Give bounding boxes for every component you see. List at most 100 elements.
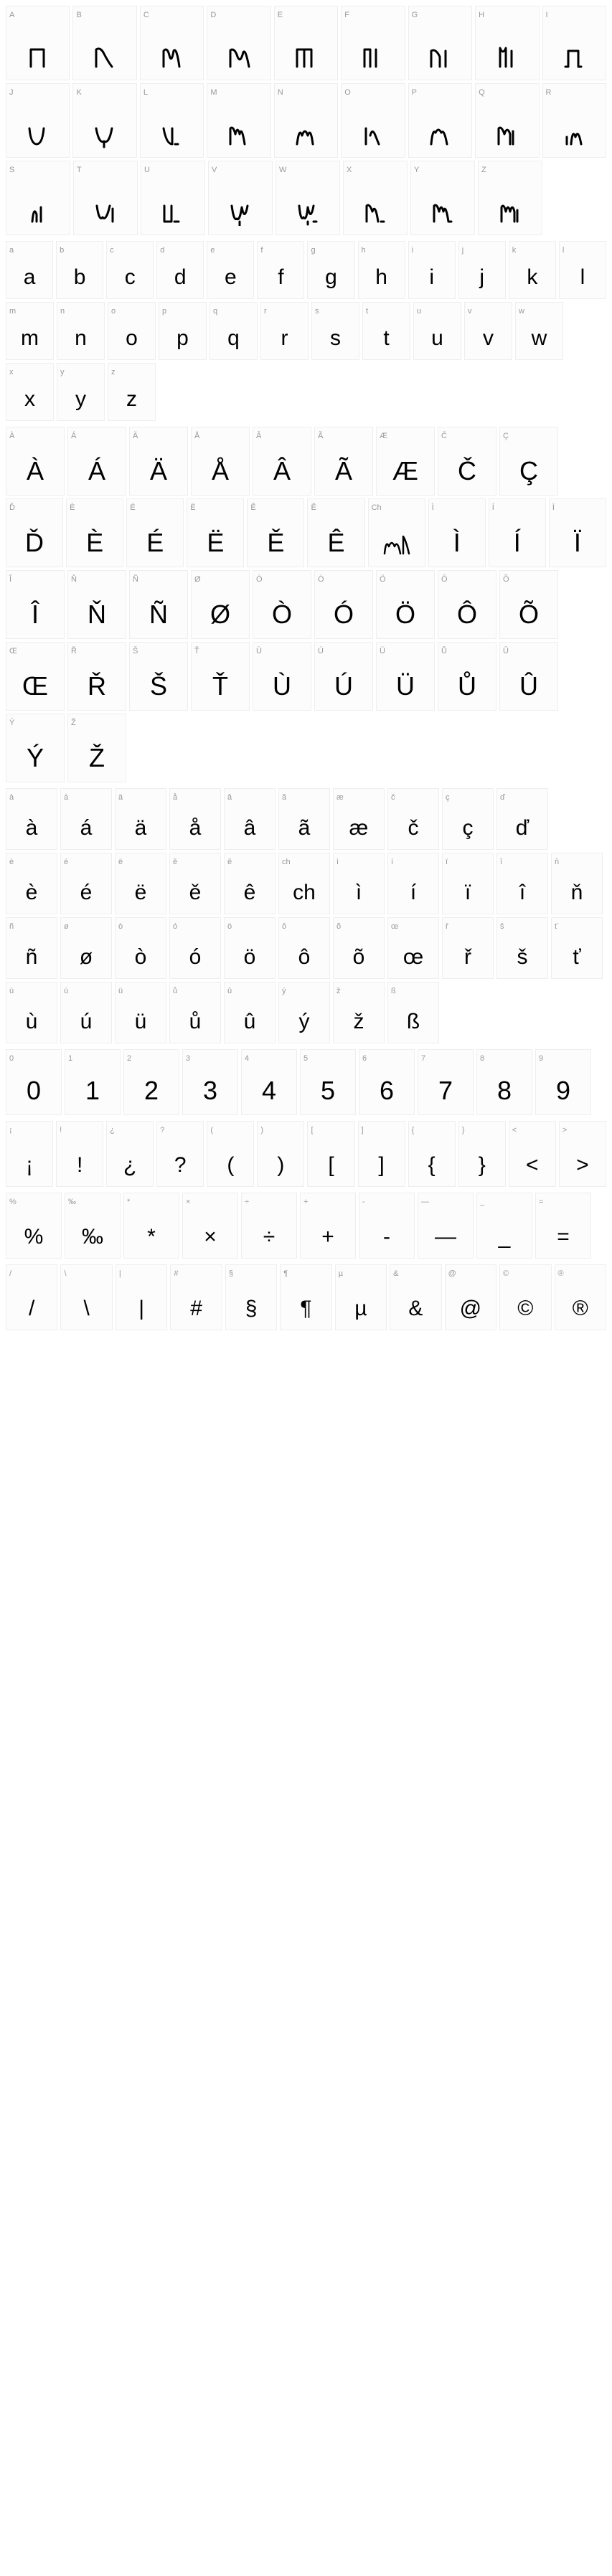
glyph-cell: **	[123, 1193, 179, 1259]
glyph-label: č	[391, 793, 436, 802]
glyph-section: ààááääååââããææččççďďèèééëëěěêêchchììííïï…	[6, 788, 606, 1043]
glyph-row: ABCDEFGHI	[6, 6, 606, 80]
glyph-display: â	[227, 802, 272, 843]
glyph-display: Ü	[380, 655, 431, 704]
glyph-cell: ÑÑ	[129, 570, 188, 639]
glyph-display: ø	[64, 931, 108, 972]
glyph-display: Œ	[9, 655, 61, 704]
glyph-label: ô	[282, 922, 326, 931]
glyph-display: Ê	[311, 512, 361, 561]
glyph-display: Ů	[441, 655, 493, 704]
glyph-display: ñ	[9, 931, 54, 972]
glyph-display: -	[362, 1206, 411, 1252]
glyph-display: Č	[441, 440, 493, 489]
glyph-display: Ä	[133, 440, 184, 489]
glyph-cell: ii	[408, 241, 456, 299]
glyph-display: ě	[173, 866, 217, 908]
glyph-display: ï	[446, 866, 490, 908]
glyph-label: 6	[362, 1054, 411, 1063]
glyph-label: Ď	[9, 503, 60, 512]
glyph-cell: ]]	[358, 1121, 405, 1187]
glyph-label: Ý	[9, 719, 61, 727]
glyph-label: ř	[446, 922, 490, 931]
glyph-label: Y	[414, 166, 471, 174]
glyph-cell: {{	[408, 1121, 456, 1187]
glyph-label: ü	[118, 987, 163, 995]
glyph-display: ť	[555, 931, 599, 972]
glyph-cell: Z	[478, 161, 542, 235]
glyph-cell: U	[141, 161, 205, 235]
glyph-label: ě	[173, 858, 217, 866]
glyph-display: É	[130, 512, 180, 561]
glyph-label: m	[9, 307, 50, 316]
glyph-cell: üü	[115, 982, 166, 1043]
glyph-label: Ó	[318, 575, 369, 584]
glyph-display: ã	[282, 802, 326, 843]
glyph-label: Ò	[256, 575, 308, 584]
glyph-label: C	[143, 11, 200, 19]
glyph-display	[347, 174, 404, 229]
glyph-display	[546, 19, 603, 74]
glyph-display: z	[111, 377, 152, 415]
glyph-display	[212, 174, 269, 229]
glyph-cell: 55	[300, 1049, 356, 1115]
glyph-label: #	[174, 1269, 218, 1278]
glyph-label: ú	[64, 987, 108, 995]
glyph-display	[77, 174, 134, 229]
glyph-label: ø	[64, 922, 108, 931]
glyph-cell: yy	[57, 363, 105, 421]
glyph-display: ž	[336, 995, 381, 1037]
glyph-label: Ä	[133, 432, 184, 440]
glyph-label: À	[9, 432, 61, 440]
glyph-display: w	[519, 316, 560, 354]
glyph-cell: ùù	[6, 982, 57, 1043]
glyph-label: U	[144, 166, 202, 174]
glyph-cell: }}	[458, 1121, 506, 1187]
glyph-cell: ||	[116, 1264, 167, 1330]
glyph-display: b	[60, 255, 100, 293]
glyph-row: %%‰‰**××÷÷++--——__==	[6, 1193, 606, 1259]
glyph-label: Î	[9, 575, 61, 584]
glyph-display: Ř	[71, 655, 123, 704]
glyph-display	[210, 97, 267, 151]
glyph-label: œ	[391, 922, 436, 931]
glyph-cell: O	[341, 83, 405, 158]
glyph-cell: 66	[359, 1049, 415, 1115]
glyph-cell: ©©	[499, 1264, 551, 1330]
glyph-label: q	[213, 307, 254, 316]
glyph-label: o	[111, 307, 152, 316]
glyph-display: >	[562, 1135, 603, 1180]
glyph-label: E	[278, 11, 334, 19]
glyph-display: 2	[127, 1063, 176, 1109]
glyph-cell: \\	[60, 1264, 112, 1330]
glyph-cell: cc	[106, 241, 154, 299]
glyph-cell: ôô	[278, 917, 330, 979]
glyph-label: Ň	[71, 575, 123, 584]
glyph-display: Ó	[318, 584, 369, 633]
glyph-display: r	[264, 316, 305, 354]
glyph-label: D	[210, 11, 267, 19]
glyph-cell: ĚĚ	[247, 498, 304, 567]
glyph-row: ÀÀÁÁÄÄÅÅÂÂÃÃÆÆČČÇÇ	[6, 427, 606, 496]
glyph-label: B	[76, 11, 133, 19]
glyph-label: c	[110, 246, 150, 255]
glyph-display: k	[512, 255, 552, 293]
glyph-label: p	[162, 307, 203, 316]
glyph-display	[372, 512, 422, 561]
glyph-row: ÝÝŽŽ	[6, 714, 606, 782]
glyph-display: {	[412, 1135, 452, 1180]
glyph-display: œ	[391, 931, 436, 972]
glyph-cell: oo	[108, 302, 156, 360]
glyph-cell: E	[274, 6, 338, 80]
glyph-label: (	[210, 1126, 250, 1135]
glyph-display: Ù	[256, 655, 308, 704]
glyph-label: 2	[127, 1054, 176, 1063]
glyph-cell: 00	[6, 1049, 62, 1115]
glyph-label: õ	[336, 922, 381, 931]
glyph-cell: ŒŒ	[6, 642, 65, 711]
glyph-label: y	[60, 368, 101, 377]
glyph-label: S	[9, 166, 67, 174]
glyph-label: î	[500, 858, 545, 866]
glyph-label: z	[111, 368, 152, 377]
glyph-cell: Ch	[368, 498, 425, 567]
